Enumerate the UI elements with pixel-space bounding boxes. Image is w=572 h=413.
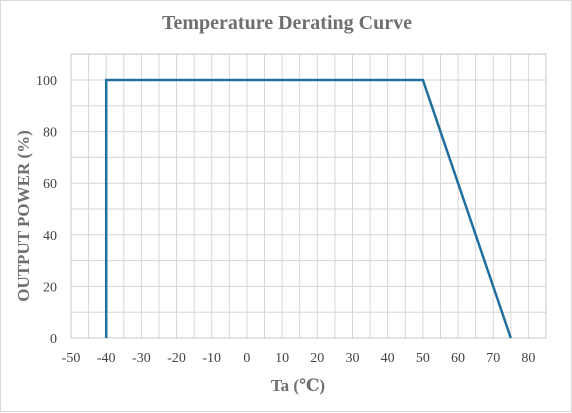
y-axis-ticks: 0 20 40 60 80 100 — [36, 74, 57, 347]
x-tick-label: 70 — [486, 351, 500, 366]
y-tick-label: 20 — [43, 280, 57, 295]
grid — [71, 54, 546, 338]
x-tick-label: 20 — [310, 351, 324, 366]
x-tick-label: 40 — [381, 351, 395, 366]
chart-title: Temperature Derating Curve — [162, 12, 412, 34]
x-tick-label: -40 — [97, 351, 116, 366]
x-tick-label: -30 — [132, 351, 151, 366]
x-tick-label: 80 — [521, 351, 535, 366]
x-tick-label: 0 — [243, 351, 250, 366]
y-tick-label: 0 — [50, 332, 57, 347]
x-tick-label: 10 — [275, 351, 289, 366]
y-tick-label: 60 — [43, 177, 57, 192]
x-tick-label: -20 — [167, 351, 186, 366]
x-tick-label: 60 — [451, 351, 465, 366]
plot-area — [71, 54, 546, 338]
x-tick-label: 30 — [345, 351, 359, 366]
x-axis-ticks: -50 -40 -30 -20 -10 0 10 20 30 40 50 60 70 80 — [62, 351, 536, 366]
x-tick-label: 50 — [416, 351, 430, 366]
y-tick-label: 40 — [43, 229, 57, 244]
y-tick-label: 80 — [43, 126, 57, 141]
x-tick-label: -10 — [202, 351, 221, 366]
x-tick-label: -50 — [62, 351, 81, 366]
y-tick-label: 100 — [36, 74, 57, 89]
y-axis-label: OUTPUT POWER (%) — [14, 130, 33, 302]
x-axis-label: Ta (℃) — [271, 376, 325, 395]
